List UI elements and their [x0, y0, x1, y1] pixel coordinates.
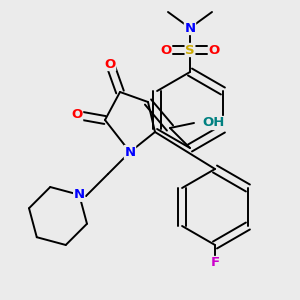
Text: O: O: [71, 109, 82, 122]
Text: N: N: [74, 188, 85, 201]
Text: O: O: [160, 44, 172, 56]
Text: O: O: [104, 58, 116, 70]
Text: O: O: [208, 44, 220, 56]
Text: F: F: [210, 256, 220, 269]
Text: OH: OH: [202, 116, 224, 130]
Text: S: S: [185, 44, 195, 56]
Text: N: N: [124, 146, 136, 158]
Text: N: N: [184, 22, 196, 34]
